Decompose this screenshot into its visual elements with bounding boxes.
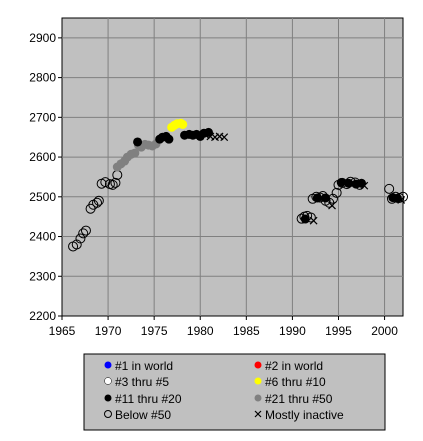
legend-marker xyxy=(254,361,262,369)
x-axis-ticks: 1965 1970 1975 1980 1985 1990 1995 2000 xyxy=(49,316,398,338)
data-point xyxy=(107,179,118,190)
data-point xyxy=(178,119,188,129)
data-point xyxy=(384,183,395,194)
data-point xyxy=(93,195,104,206)
data-point xyxy=(344,178,354,188)
x-tick-label: 2000 xyxy=(371,324,398,338)
legend-marker xyxy=(104,394,112,402)
legend-marker xyxy=(254,394,262,402)
data-point xyxy=(100,177,111,188)
data-point xyxy=(312,193,322,203)
data-point xyxy=(392,193,402,203)
data-point xyxy=(92,197,103,208)
data-point xyxy=(357,178,367,188)
y-tick-label: 2800 xyxy=(29,71,56,85)
y-tick-label: 2400 xyxy=(29,230,56,244)
legend-label: #6 thru #10 xyxy=(265,375,326,389)
data-point xyxy=(75,233,86,244)
data-point xyxy=(133,137,143,147)
x-tick-label: 1980 xyxy=(187,324,214,338)
legend-label: #11 thru #20 xyxy=(115,392,182,406)
data-point xyxy=(328,201,336,210)
legend-label: #3 thru #5 xyxy=(115,375,169,389)
x-tick-label: 1995 xyxy=(325,324,352,338)
data-point xyxy=(336,177,346,187)
x-tick-label: 1965 xyxy=(49,324,76,338)
data-point xyxy=(71,239,82,250)
y-tick-label: 2900 xyxy=(29,31,56,45)
data-point xyxy=(110,177,121,188)
legend: #1 in world #2 in world #3 thru #5 #6 thru … xyxy=(104,359,344,422)
legend-marker xyxy=(254,410,262,418)
legend-marker xyxy=(104,377,112,385)
data-point xyxy=(78,228,89,239)
x-tick-label: 1985 xyxy=(233,324,260,338)
legend-marker xyxy=(254,377,262,385)
y-tick-label: 2700 xyxy=(29,110,56,124)
data-point xyxy=(300,214,310,224)
data-point xyxy=(321,193,331,203)
data-point xyxy=(331,187,342,198)
legend-label: #2 in world xyxy=(265,359,323,373)
data-point xyxy=(309,216,318,225)
data-point xyxy=(80,225,91,236)
x-tick-label: 1990 xyxy=(279,324,306,338)
legend-label: Below #50 xyxy=(115,408,171,422)
grid-lines xyxy=(62,18,403,316)
data-point xyxy=(130,148,140,158)
data-point xyxy=(220,133,229,142)
legend-label: Mostly inactive xyxy=(265,408,344,422)
legend-box xyxy=(83,353,386,431)
y-tick-label: 2600 xyxy=(29,150,56,164)
data-points xyxy=(68,118,408,252)
legend-marker xyxy=(104,361,112,369)
y-tick-label: 2500 xyxy=(29,190,56,204)
y-axis-ticks: 2200 2300 2400 2500 2600 2700 2800 2900 xyxy=(29,31,62,323)
data-point xyxy=(164,134,174,144)
x-tick-label: 1970 xyxy=(95,324,122,338)
y-tick-label: 2300 xyxy=(29,269,56,283)
legend-marker xyxy=(104,410,112,418)
legend-label: #21 thru #50 xyxy=(265,392,333,406)
data-point xyxy=(204,127,214,137)
y-tick-label: 2200 xyxy=(29,309,56,323)
x-tick-label: 1975 xyxy=(141,324,168,338)
legend-label: #1 in world xyxy=(115,359,173,373)
